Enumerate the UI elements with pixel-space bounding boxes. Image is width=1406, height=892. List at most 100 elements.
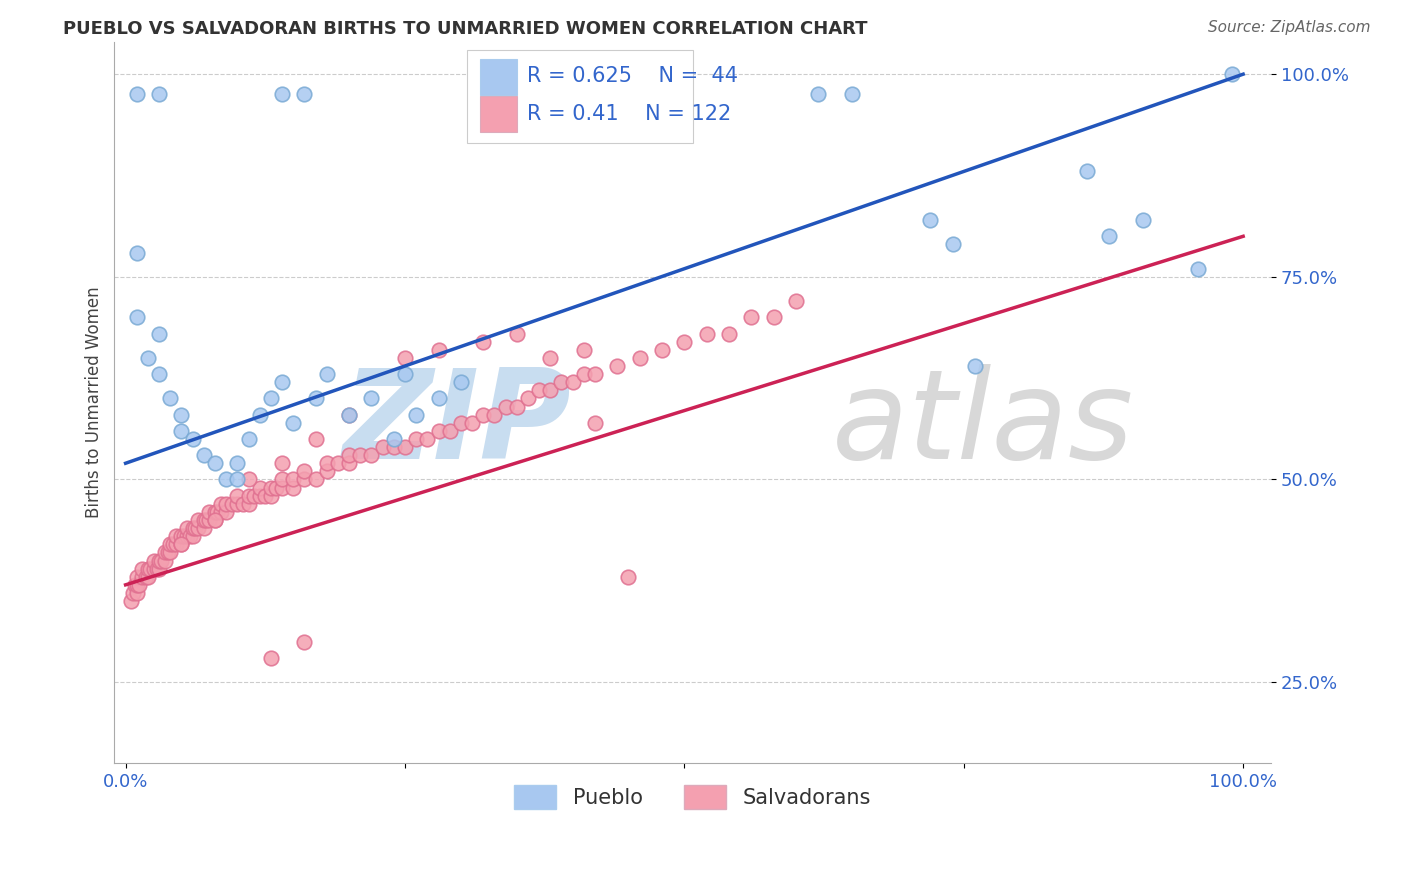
Point xyxy=(718,326,741,341)
Point xyxy=(125,578,148,592)
Point xyxy=(146,561,169,575)
Point xyxy=(450,416,472,430)
Point xyxy=(187,513,209,527)
Point xyxy=(266,481,288,495)
Point xyxy=(292,464,315,478)
Point xyxy=(176,521,198,535)
Point xyxy=(416,432,439,446)
Point xyxy=(142,561,165,575)
Point xyxy=(124,578,146,592)
Point xyxy=(337,408,360,422)
Point xyxy=(128,578,150,592)
Point xyxy=(153,545,176,559)
Point xyxy=(1098,229,1121,244)
Point xyxy=(131,561,153,575)
Point xyxy=(696,326,718,341)
Point xyxy=(304,392,326,406)
Text: ZIP: ZIP xyxy=(343,364,571,484)
Point xyxy=(142,553,165,567)
Point xyxy=(583,416,606,430)
Point xyxy=(193,513,215,527)
Point xyxy=(159,537,181,551)
Point xyxy=(461,416,484,430)
Point xyxy=(159,545,181,559)
Point xyxy=(382,440,405,454)
Point xyxy=(405,408,427,422)
Point xyxy=(238,473,260,487)
Point xyxy=(243,489,266,503)
Point xyxy=(572,367,595,381)
Point xyxy=(516,392,538,406)
Y-axis label: Births to Unmarried Women: Births to Unmarried Women xyxy=(86,286,103,518)
Point xyxy=(740,310,762,325)
Point xyxy=(198,513,221,527)
Point xyxy=(617,570,640,584)
Point xyxy=(628,351,651,365)
Point xyxy=(841,87,863,102)
Point xyxy=(238,432,260,446)
Point xyxy=(640,87,662,102)
Point xyxy=(304,473,326,487)
Point xyxy=(184,521,207,535)
Point xyxy=(215,473,238,487)
Point xyxy=(162,537,184,551)
Text: PUEBLO VS SALVADORAN BIRTHS TO UNMARRIED WOMEN CORRELATION CHART: PUEBLO VS SALVADORAN BIRTHS TO UNMARRIED… xyxy=(63,20,868,37)
Point xyxy=(135,570,157,584)
Point xyxy=(450,375,472,389)
Point xyxy=(304,432,326,446)
Point xyxy=(337,456,360,470)
Point xyxy=(254,489,277,503)
Point xyxy=(1132,213,1154,227)
Point xyxy=(187,521,209,535)
Point xyxy=(785,294,807,309)
Point xyxy=(195,513,218,527)
Point xyxy=(125,245,148,260)
Point xyxy=(159,392,181,406)
Point xyxy=(165,537,187,551)
Point xyxy=(651,343,673,357)
Point xyxy=(538,351,561,365)
Point xyxy=(125,586,148,600)
Point xyxy=(139,561,162,575)
Point xyxy=(495,400,517,414)
Point xyxy=(148,326,170,341)
Point xyxy=(315,367,337,381)
Point xyxy=(271,456,294,470)
Point xyxy=(207,505,229,519)
Point xyxy=(148,561,170,575)
Point xyxy=(439,424,461,438)
Point xyxy=(148,367,170,381)
Point xyxy=(170,537,193,551)
Point xyxy=(315,464,337,478)
Point xyxy=(337,448,360,462)
Point xyxy=(221,497,243,511)
Point xyxy=(472,408,495,422)
Point xyxy=(226,456,249,470)
Point xyxy=(360,448,382,462)
Point xyxy=(120,594,142,608)
Point xyxy=(920,213,942,227)
Point xyxy=(382,432,405,446)
Point xyxy=(136,561,159,575)
Point xyxy=(150,553,173,567)
Point xyxy=(963,359,986,373)
Point xyxy=(226,473,249,487)
Point xyxy=(292,87,315,102)
Point xyxy=(125,87,148,102)
Point xyxy=(360,392,382,406)
Point xyxy=(179,529,201,543)
Point xyxy=(271,87,294,102)
Point xyxy=(506,400,529,414)
Point xyxy=(394,367,416,381)
Point xyxy=(193,521,215,535)
Point xyxy=(271,375,294,389)
Text: Source: ZipAtlas.com: Source: ZipAtlas.com xyxy=(1208,20,1371,35)
Point xyxy=(153,553,176,567)
Point xyxy=(173,529,195,543)
Point xyxy=(170,408,193,422)
Legend: Pueblo, Salvadorans: Pueblo, Salvadorans xyxy=(506,777,879,818)
Point xyxy=(583,367,606,381)
Point xyxy=(484,408,506,422)
Point xyxy=(283,416,305,430)
Point xyxy=(125,310,148,325)
